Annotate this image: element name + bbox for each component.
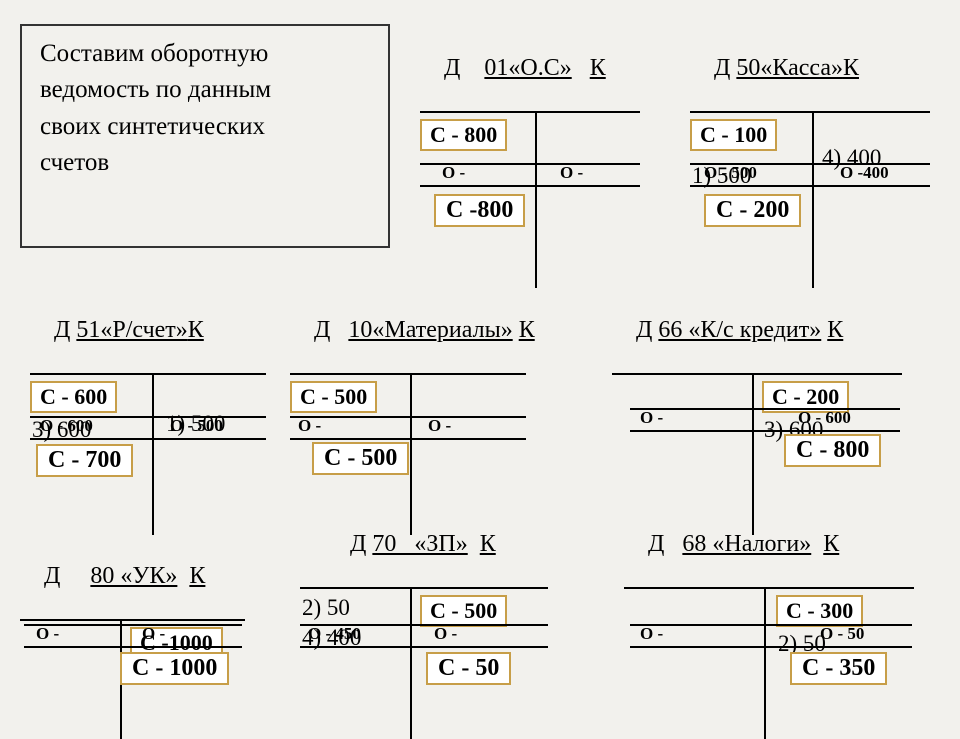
- end-01: С -800: [434, 194, 525, 227]
- account-66: Д 66 «К/с кредит» К С - 200 3) 600 О - О…: [612, 290, 922, 475]
- start-01: С - 800: [420, 119, 507, 151]
- ok-51: О - 500: [170, 416, 223, 436]
- header-70: Д 70 «ЗП» К: [300, 504, 580, 585]
- account-68: Д 68 «Налоги» К С - 300 2) 50 О - О - 50…: [624, 504, 934, 679]
- account-80: Д 80 «УК» К С -1000 О - О - С - 1000: [20, 536, 270, 679]
- end-68: С - 350: [790, 652, 887, 685]
- ok-66: О - 600: [798, 408, 851, 428]
- start-51: С - 600: [30, 381, 117, 413]
- header-80: Д 80 «УК» К: [20, 536, 270, 617]
- header-66: Д 66 «К/с кредит» К: [612, 290, 922, 371]
- start-10: С - 500: [290, 381, 377, 413]
- header-68: Д 68 «Налоги» К: [624, 504, 934, 585]
- account-50: Д 50«Касса»К С - 100 1) 500 4) 400 О - 5…: [690, 28, 940, 233]
- od-50: О - 500: [704, 163, 757, 183]
- end-66: С - 800: [784, 434, 881, 467]
- ok-80: О -: [142, 624, 165, 644]
- od-01: О -: [442, 163, 465, 183]
- start-68: С - 300: [776, 595, 863, 627]
- od-51: О - 600: [40, 416, 93, 436]
- od-80: О -: [36, 624, 59, 644]
- start-70: С - 500: [420, 595, 507, 627]
- start-50: С - 100: [690, 119, 777, 151]
- account-70: Д 70 «ЗП» К 2) 50 4) 400 С - 500 О - 450…: [300, 504, 580, 679]
- ok-01: О -: [560, 163, 583, 183]
- end-51: С - 700: [36, 444, 133, 477]
- ok-50: О -400: [840, 163, 889, 183]
- end-80: С - 1000: [120, 652, 229, 685]
- ok-70: О -: [434, 624, 457, 644]
- description-text: Составим оборотную ведомость по данным с…: [40, 40, 271, 176]
- od-68: О -: [640, 624, 663, 644]
- account-51: Д 51«Р/счет»К С - 600 3) 600 1) 500 О - …: [30, 290, 280, 475]
- od-66: О -: [640, 408, 663, 428]
- od-10: О -: [298, 416, 321, 436]
- ok-68: О - 50: [820, 624, 864, 644]
- end-50: С - 200: [704, 194, 801, 227]
- description-box: Составим оборотную ведомость по данным с…: [20, 24, 390, 248]
- account-01: Д 01«О.С» К С - 800 О - О - С -800: [420, 28, 660, 233]
- account-10: Д 10«Материалы» К С - 500 О - О - С - 50…: [290, 290, 580, 475]
- header-01: Д 01«О.С» К: [420, 28, 660, 109]
- end-10: С - 500: [312, 442, 409, 475]
- header-50: Д 50«Касса»К: [690, 28, 940, 109]
- d-entry-70-0: 2) 50: [300, 593, 408, 623]
- ok-10: О -: [428, 416, 451, 436]
- header-51: Д 51«Р/счет»К: [30, 290, 280, 371]
- end-70: С - 50: [426, 652, 511, 685]
- header-10: Д 10«Материалы» К: [290, 290, 580, 371]
- od-70: О - 450: [308, 624, 361, 644]
